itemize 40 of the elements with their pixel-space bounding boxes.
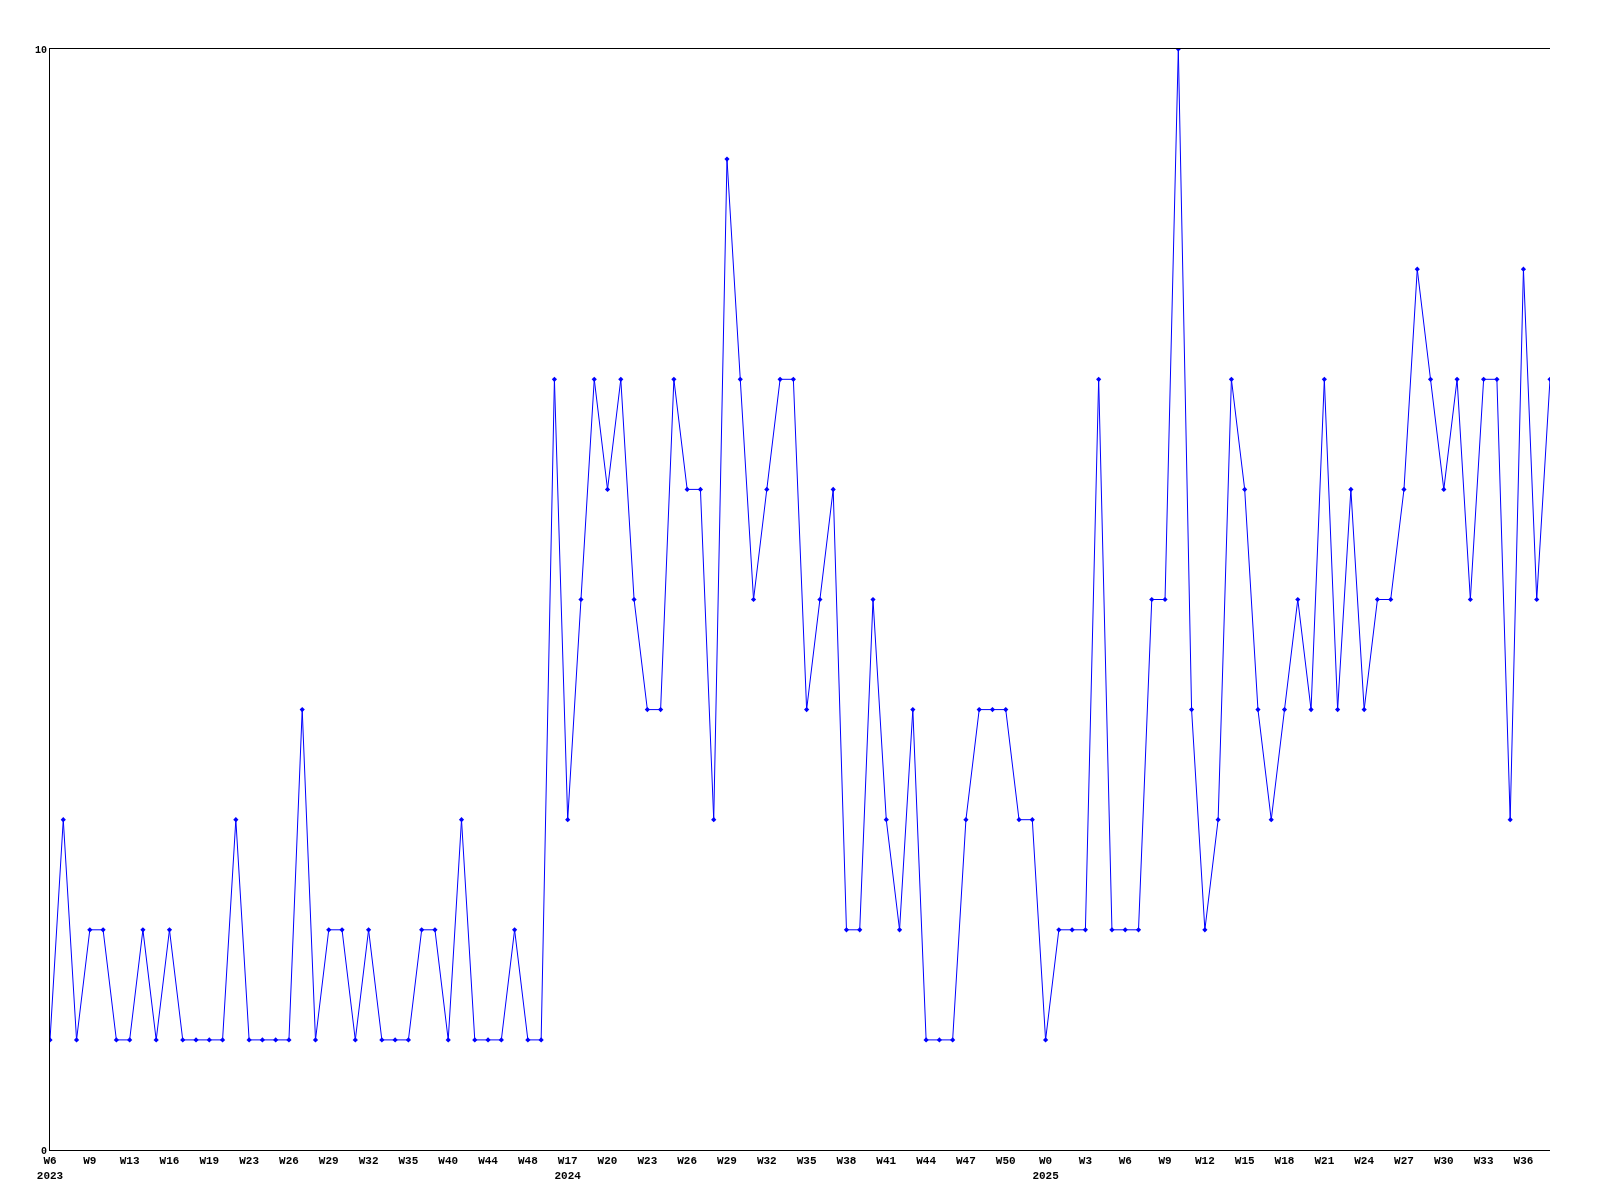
x-tick-label: W9 — [83, 1155, 97, 1168]
y-tick-label: 0 — [40, 1145, 47, 1157]
x-tick-label: W26 — [677, 1155, 698, 1168]
x-tick-label: W47 — [956, 1155, 976, 1168]
x-tick-label: W27 — [1394, 1155, 1414, 1168]
x-tick-label: W48 — [517, 1155, 539, 1168]
y-tick-label: 10 — [34, 44, 47, 56]
x-tick-label: W21 — [1314, 1155, 1335, 1168]
x-tick-label: W40 — [438, 1155, 459, 1168]
x-tick-label: W50 — [995, 1155, 1016, 1168]
x-tick-label: W33 — [1473, 1155, 1494, 1168]
x-tick-label: W6 2023 — [36, 1155, 64, 1182]
x-tick-label: W19 — [199, 1155, 220, 1168]
x-tick-label: W12 — [1194, 1155, 1215, 1168]
x-tick-label: W9 — [1158, 1155, 1172, 1168]
x-tick-label: W38 — [836, 1155, 857, 1168]
x-tick-label: W26 — [279, 1155, 299, 1168]
x-tick-label: W6 — [1118, 1155, 1132, 1168]
x-tick-label: W30 — [1433, 1155, 1454, 1168]
x-tick-label: W0 2025 — [1032, 1155, 1060, 1182]
x-tick-label: W41 — [876, 1155, 897, 1168]
x-tick-label: W24 — [1354, 1155, 1375, 1168]
x-tick-label: W29 — [717, 1155, 737, 1168]
x-tick-label: W35 — [398, 1155, 419, 1168]
x-tick-label: W44 — [916, 1155, 937, 1168]
x-tick-label: W29 — [318, 1155, 339, 1168]
x-tick-label: W3 — [1078, 1155, 1093, 1168]
x-tick-label: W44 — [478, 1155, 499, 1168]
x-tick-label: W35 — [796, 1155, 817, 1168]
x-tick-label: W15 — [1234, 1155, 1255, 1168]
x-tick-label: W17 2024 — [554, 1155, 582, 1182]
x-tick-label: W23 — [239, 1155, 260, 1168]
x-tick-label: W20 — [597, 1155, 618, 1168]
x-tick-label: W13 — [119, 1155, 140, 1168]
x-tick-label: W18 — [1274, 1155, 1295, 1168]
x-tick-label: W32 — [358, 1155, 379, 1168]
x-tick-label: W23 — [637, 1155, 658, 1168]
x-tick-label: W16 — [159, 1155, 180, 1168]
x-tick-label: W36 — [1513, 1155, 1534, 1168]
x-tick-label: W32 — [756, 1155, 777, 1168]
